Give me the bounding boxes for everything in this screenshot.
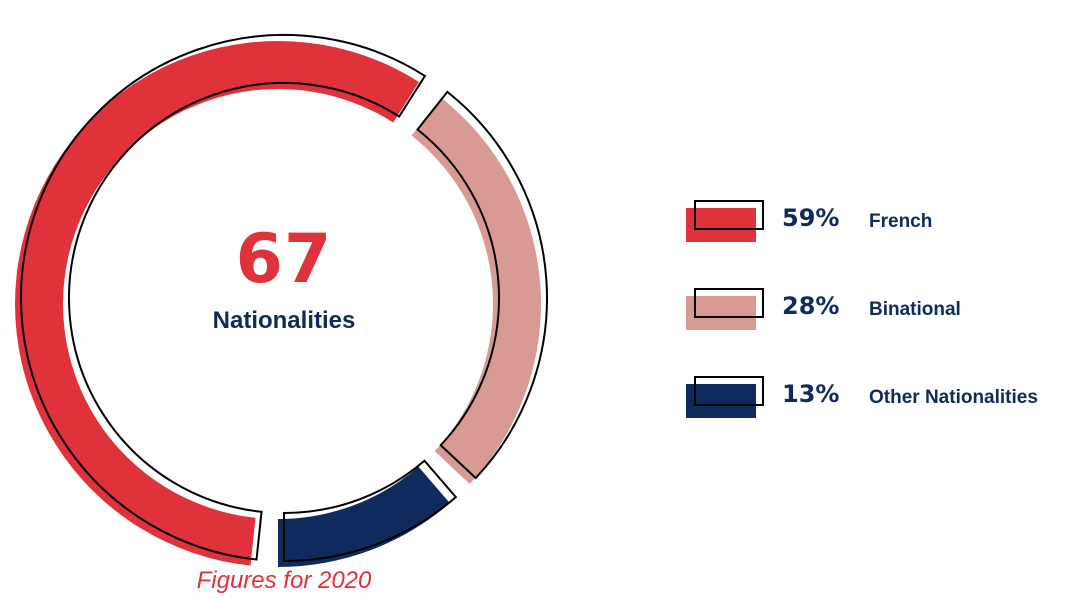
donut-segment-outline-other [283,459,458,563]
legend-swatch-outline [694,288,764,318]
donut-segment-outline-binational [416,90,549,480]
legend-item-binational: 28% Binational [686,288,1066,330]
legend-item-french: 59% French [686,200,1066,242]
nationalities-count: 67 [235,220,333,299]
donut-segment-fill-french [15,41,419,566]
legend-swatch-binational [686,296,756,330]
legend-swatch-outline [694,200,764,230]
figures-caption: Figures for 2020 [196,567,372,594]
legend-value-french: 59% [782,204,840,232]
legend-label-binational: Binational [869,299,961,320]
legend-item-other: 13% Other Nationalities [686,376,1066,418]
donut-segment-binational [411,90,549,485]
legend-swatch-other [686,384,756,418]
donut-segment-fill-other [278,466,450,567]
donut-segment-other [278,459,458,567]
legend-swatch-french [686,208,756,242]
legend-label-other: Other Nationalities [869,387,1038,408]
donut-segment-fill-binational [411,97,542,485]
legend-swatch-outline [694,376,764,406]
donut-segment-french [15,34,427,566]
nationalities-label: Nationalities [212,307,356,334]
legend-value-binational: 28% [782,292,840,320]
legend-value-other: 13% [782,380,840,408]
legend-label-french: French [869,211,933,232]
donut-segment-outline-french [20,34,427,561]
